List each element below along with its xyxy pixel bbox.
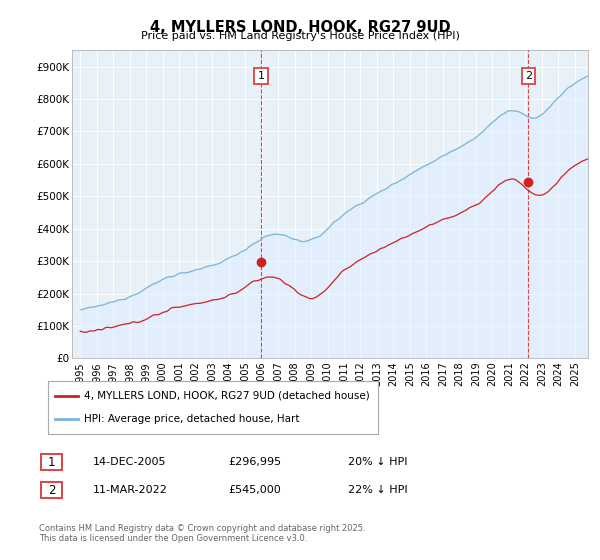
Text: 11-MAR-2022: 11-MAR-2022	[93, 485, 168, 495]
Text: 4, MYLLERS LOND, HOOK, RG27 9UD (detached house): 4, MYLLERS LOND, HOOK, RG27 9UD (detache…	[84, 391, 370, 401]
Text: 1: 1	[257, 71, 265, 81]
Text: 14-DEC-2005: 14-DEC-2005	[93, 457, 167, 467]
Text: 20% ↓ HPI: 20% ↓ HPI	[348, 457, 407, 467]
Text: HPI: Average price, detached house, Hart: HPI: Average price, detached house, Hart	[84, 414, 300, 424]
Text: 2: 2	[48, 483, 55, 497]
Text: £296,995: £296,995	[228, 457, 281, 467]
FancyBboxPatch shape	[41, 454, 62, 470]
Text: Contains HM Land Registry data © Crown copyright and database right 2025.
This d: Contains HM Land Registry data © Crown c…	[39, 524, 365, 543]
Text: 1: 1	[48, 455, 55, 469]
Text: 2: 2	[525, 71, 532, 81]
Text: Price paid vs. HM Land Registry's House Price Index (HPI): Price paid vs. HM Land Registry's House …	[140, 31, 460, 41]
FancyBboxPatch shape	[41, 482, 62, 498]
Text: 22% ↓ HPI: 22% ↓ HPI	[348, 485, 407, 495]
Text: £545,000: £545,000	[228, 485, 281, 495]
Text: 4, MYLLERS LOND, HOOK, RG27 9UD: 4, MYLLERS LOND, HOOK, RG27 9UD	[149, 20, 451, 35]
